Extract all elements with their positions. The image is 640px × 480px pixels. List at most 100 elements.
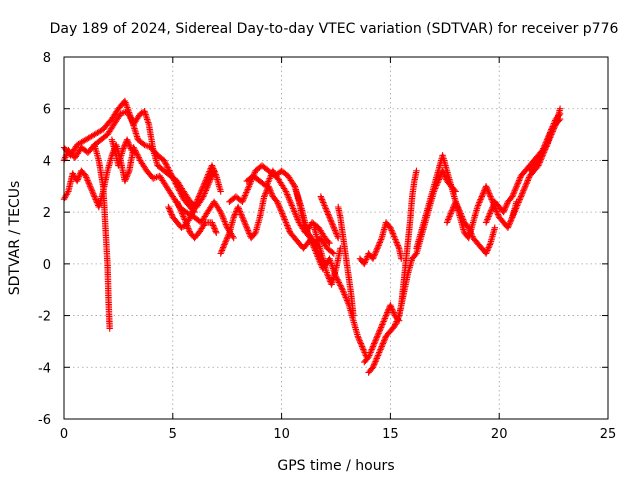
data-point (500, 208, 507, 216)
data-point (174, 200, 181, 207)
data-point (197, 190, 204, 197)
data-point (388, 227, 395, 234)
data-point (285, 226, 293, 234)
data-point (541, 142, 548, 149)
data-point (182, 219, 190, 226)
data-point (512, 206, 519, 214)
data-point (74, 176, 81, 183)
data-point (376, 347, 383, 355)
data-point (88, 187, 96, 194)
plot-frame (63, 56, 609, 420)
data-point (379, 321, 386, 328)
data-point (510, 211, 517, 218)
data-point (75, 175, 82, 182)
data-point (274, 200, 282, 207)
data-point (83, 174, 90, 181)
data-point (368, 346, 375, 353)
data-point (161, 158, 168, 166)
data-point (120, 143, 128, 151)
data-point (445, 216, 452, 223)
data-point (183, 222, 191, 229)
data-point (235, 205, 242, 212)
data-point (355, 334, 362, 341)
data-point (261, 193, 268, 200)
data-point (381, 316, 388, 324)
data-point (203, 174, 211, 181)
data-point (207, 175, 215, 182)
data-point (128, 146, 135, 154)
data-point (191, 203, 198, 211)
data-point (379, 319, 387, 327)
data-point (448, 208, 455, 216)
data-point (267, 187, 274, 194)
data-point (325, 238, 332, 246)
data-point (279, 211, 286, 219)
data-point (326, 240, 333, 247)
data-point (243, 223, 250, 230)
data-point (486, 192, 494, 199)
data-point (358, 341, 365, 349)
data-point (61, 155, 68, 163)
data-point (122, 176, 129, 183)
data-point (476, 197, 484, 205)
data-point (218, 247, 226, 254)
data-point (375, 350, 382, 358)
data-point (391, 234, 398, 242)
data-point (375, 330, 382, 337)
data-point (236, 206, 243, 214)
data-point (323, 206, 330, 214)
data-point (93, 197, 100, 205)
data-point (121, 177, 129, 185)
data-point (359, 344, 366, 352)
data-point (484, 245, 492, 253)
data-point (163, 161, 170, 168)
data-point (329, 249, 336, 256)
data-point (369, 364, 377, 371)
data-point (200, 181, 208, 188)
data-point (119, 146, 126, 154)
data-point (494, 209, 501, 217)
data-point (291, 210, 299, 217)
y-tick-label: 4 (43, 154, 51, 169)
data-point (512, 205, 520, 212)
data-point (217, 250, 224, 257)
data-point (326, 214, 333, 221)
data-point (221, 240, 229, 247)
data-point (521, 184, 528, 191)
data-point (236, 208, 244, 215)
data-point (350, 312, 357, 319)
data-point (282, 219, 290, 226)
data-point (125, 139, 132, 146)
data-point (239, 215, 247, 222)
data-point (513, 183, 520, 190)
data-point (207, 176, 214, 183)
data-point (192, 200, 199, 208)
data-point (484, 247, 491, 254)
data-point (190, 205, 198, 212)
data-point (241, 218, 248, 225)
data-point (501, 207, 508, 214)
y-tick-label: 2 (43, 206, 51, 221)
y-tick-label: -6 (38, 413, 51, 428)
data-point (134, 151, 141, 158)
data-point (367, 349, 374, 356)
data-point (486, 211, 493, 219)
data-point (387, 302, 394, 309)
data-point (476, 199, 483, 206)
x-axis-label: GPS time / hours (277, 458, 394, 474)
data-point (545, 133, 552, 140)
data-point (183, 220, 190, 228)
data-point (361, 260, 368, 268)
data-point (387, 224, 394, 231)
data-point (277, 207, 285, 214)
data-point (194, 196, 201, 203)
data-point (523, 180, 530, 187)
data-point (167, 208, 174, 215)
data-point (106, 325, 113, 332)
data-point (290, 206, 297, 214)
data-point (211, 225, 218, 232)
data-point (90, 192, 97, 199)
data-point (539, 146, 546, 154)
data-point (217, 188, 224, 195)
data-point (390, 309, 397, 316)
